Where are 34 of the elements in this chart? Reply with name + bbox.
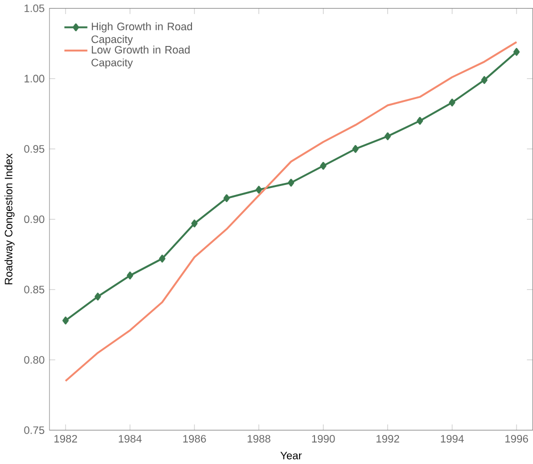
- x-tick-label: 1990: [312, 435, 335, 443]
- y-tick-label: 1.05: [24, 4, 44, 12]
- y-tick-label: 0.80: [24, 356, 44, 364]
- x-tick-label: 1996: [505, 435, 528, 443]
- point: [448, 98, 456, 107]
- x-axis-title: Year: [280, 452, 302, 460]
- point: [94, 292, 101, 301]
- point: [384, 132, 391, 140]
- legend-label: High Growth in Road Capacity: [92, 22, 192, 46]
- point: [191, 220, 198, 228]
- point: [159, 254, 166, 263]
- x-tick-label: 1984: [118, 435, 142, 443]
- y-tick-label: 0.90: [24, 216, 44, 224]
- point: [320, 162, 326, 170]
- point: [352, 145, 359, 153]
- y-tick-label: 0.75: [24, 426, 44, 434]
- x-tick-label: 1988: [248, 435, 270, 443]
- y-axis-title: Roadway Congestion Index: [4, 154, 15, 284]
- x-tick-label: 1992: [376, 435, 400, 443]
- x-tick-label: 1994: [440, 435, 464, 443]
- legend-label: Low Growth in Road Capacity: [92, 46, 190, 69]
- x-tick-label: 1982: [54, 435, 78, 443]
- y-tick-label: 0.85: [24, 286, 44, 294]
- x-tick-label: 1986: [183, 435, 206, 443]
- point: [513, 48, 520, 56]
- point: [223, 194, 230, 202]
- point: [288, 178, 294, 187]
- point: [256, 186, 262, 194]
- point: [62, 316, 69, 325]
- point: [416, 116, 424, 125]
- y-tick-label: 1.00: [24, 74, 44, 83]
- point: [481, 76, 488, 84]
- point: [126, 272, 134, 280]
- y-tick-label: 0.95: [24, 145, 44, 153]
